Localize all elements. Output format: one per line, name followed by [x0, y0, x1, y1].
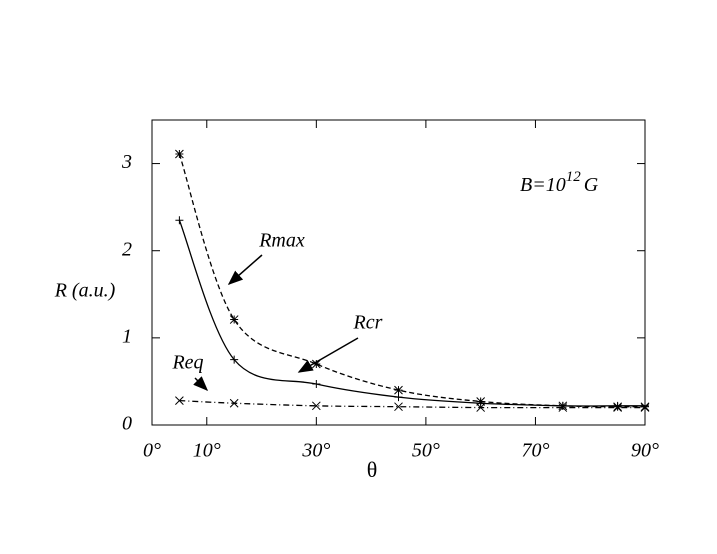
- series-line: [178, 153, 646, 408]
- data-point: [175, 216, 184, 225]
- data-point: [640, 403, 650, 412]
- data-point: [558, 401, 567, 410]
- data-point: [229, 315, 239, 324]
- data-point: [229, 398, 239, 408]
- x-axis-label: θ: [367, 457, 378, 482]
- plot-frame: [151, 119, 646, 426]
- data-point: [230, 355, 239, 364]
- data-point: [613, 403, 622, 412]
- y-tick-label: 0: [122, 413, 132, 435]
- data-point: [394, 393, 403, 402]
- series-line: [178, 219, 645, 407]
- x-tick-label: 70°: [521, 440, 549, 462]
- y-tick-label: 2: [122, 238, 132, 260]
- field-base: B=10: [520, 174, 566, 196]
- field-label: B=1012 G: [520, 169, 599, 195]
- data-point: [641, 401, 649, 410]
- y-tick-label: 1: [122, 325, 132, 347]
- data-point: [476, 399, 485, 408]
- series-label: Req: [171, 352, 203, 374]
- data-point: [394, 385, 403, 395]
- field-exponent: 12: [566, 169, 582, 185]
- y-axis-label: R (a.u.): [54, 280, 116, 302]
- series-line: [179, 399, 645, 409]
- annotation-arrow: [227, 254, 263, 285]
- annotation-arrow: [297, 337, 359, 373]
- data-point: [175, 396, 184, 405]
- data-point: [394, 402, 403, 412]
- x-tick-label: 10°: [193, 440, 221, 462]
- series-label: Rcr: [353, 312, 383, 334]
- x-tick-label: 50°: [412, 440, 440, 462]
- data-point: [312, 380, 321, 389]
- series-label: Rmax: [258, 230, 305, 252]
- x-tick-label: 0°: [143, 440, 161, 462]
- data-point: [476, 403, 486, 412]
- x-tick-label: 30°: [301, 440, 330, 462]
- x-tick-label: 90°: [631, 440, 659, 462]
- data-point: [311, 401, 321, 411]
- data-point: [558, 403, 568, 412]
- data-point: [613, 401, 622, 410]
- field-unit: G: [584, 174, 599, 196]
- data-point: [311, 359, 321, 369]
- y-tick-label: 3: [121, 151, 132, 173]
- annotation-arrow: [193, 376, 209, 392]
- data-point: [175, 149, 184, 159]
